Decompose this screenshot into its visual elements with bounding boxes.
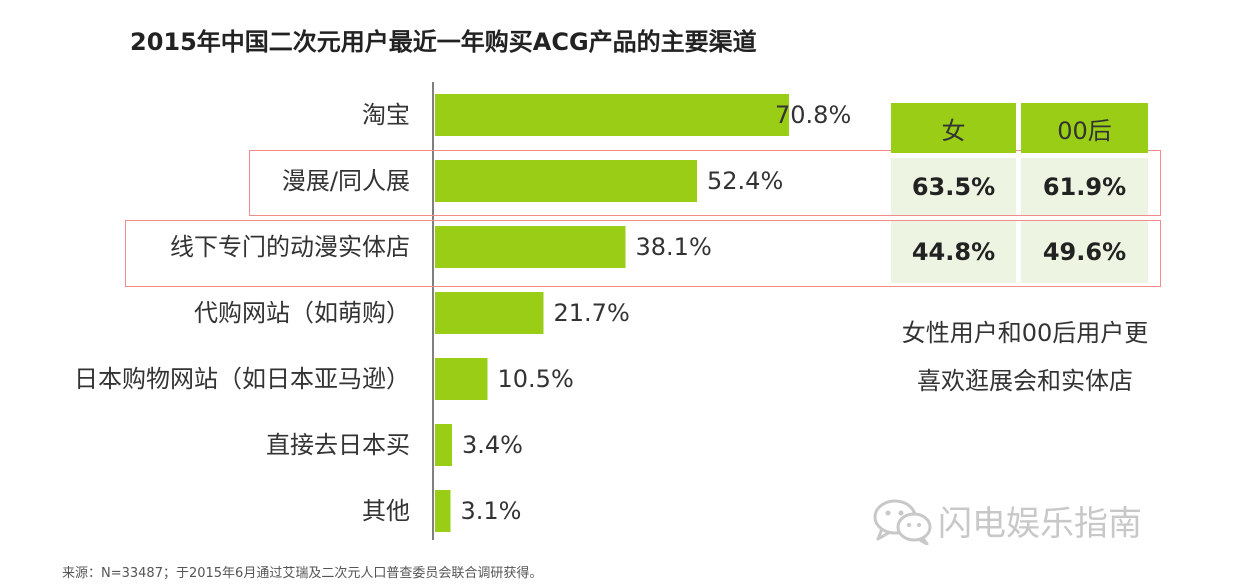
- watermark: 闪电娱乐指南: [872, 496, 1142, 545]
- category-label-4: 日本购物网站（如日本亚马逊）: [74, 365, 410, 393]
- bar-0: [435, 94, 789, 136]
- table-cell-00s-store: 49.6%: [1021, 221, 1148, 283]
- bars-group: 淘宝 70.8% 漫展/同人展 52.4% 线下专门的动漫实体店 38.1% 代购网站（如萌…: [74, 94, 851, 532]
- table-cell-female-exhibition: 63.5%: [891, 158, 1016, 215]
- highlight-box-store: [125, 220, 1161, 287]
- category-label-2: 线下专门的动漫实体店: [170, 233, 410, 261]
- category-label-6: 其他: [362, 497, 410, 525]
- table-header-female: 女: [891, 103, 1016, 153]
- insight-note: 女性用户和00后用户更 喜欢逛展会和实体店: [880, 309, 1170, 405]
- bar-6: [435, 490, 451, 532]
- value-label-1: 52.4%: [707, 167, 783, 195]
- value-label-5: 3.4%: [462, 431, 523, 459]
- bar-4: [435, 358, 488, 400]
- chart-title: 2015年中国二次元用户最近一年购买ACG产品的主要渠道: [130, 28, 757, 56]
- insight-note-line1: 女性用户和00后用户更: [901, 319, 1149, 347]
- wechat-icon: [873, 499, 932, 545]
- bar-1: [435, 160, 697, 202]
- table-header-00s: 00后: [1021, 103, 1148, 153]
- value-label-0: 70.8%: [775, 101, 851, 129]
- source-note: 来源：N=33487；于2015年6月通过艾瑞及二次元人口普查委员会联合调研获得…: [62, 566, 543, 581]
- value-label-6: 3.1%: [461, 497, 522, 525]
- bar-5: [435, 424, 452, 466]
- insight-note-line2: 喜欢逛展会和实体店: [917, 367, 1133, 395]
- category-label-3: 代购网站（如萌购）: [194, 299, 410, 327]
- highlight-box-exhibition: [249, 150, 1161, 216]
- table-cell-00s-exhibition: 61.9%: [1021, 158, 1148, 215]
- bar-2: [435, 226, 626, 268]
- value-label-2: 38.1%: [636, 233, 712, 261]
- bar-3: [435, 292, 544, 334]
- table-cell-female-store: 44.8%: [891, 221, 1016, 283]
- category-label-0: 淘宝: [362, 101, 410, 129]
- value-label-4: 10.5%: [498, 365, 574, 393]
- category-label-1: 漫展/同人展: [282, 167, 410, 195]
- category-label-5: 直接去日本买: [266, 431, 410, 459]
- value-label-3: 21.7%: [554, 299, 630, 327]
- watermark-text: 闪电娱乐指南: [938, 504, 1142, 544]
